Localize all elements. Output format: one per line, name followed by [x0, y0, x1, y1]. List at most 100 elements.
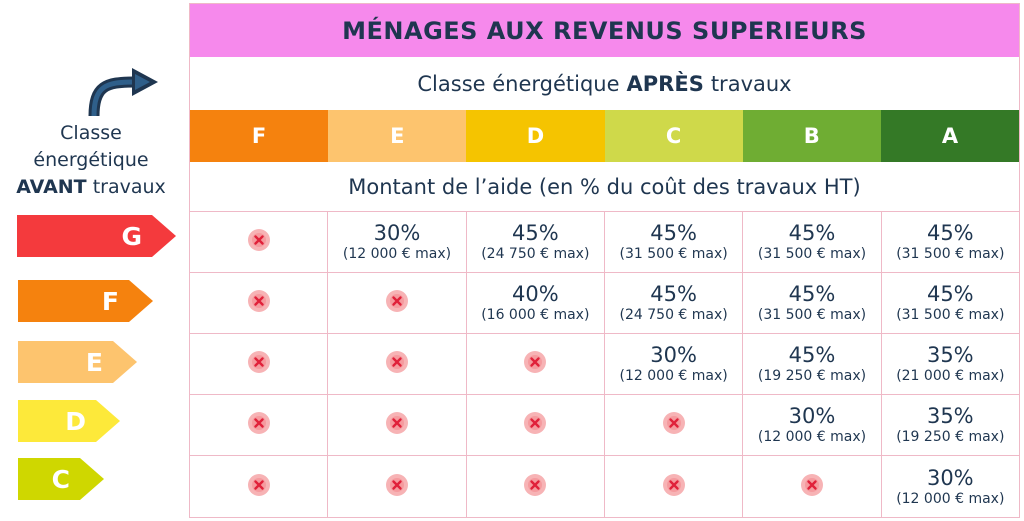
table-cell: 45% (24 750 € max) — [605, 273, 744, 333]
table-cell — [328, 273, 467, 333]
x-circle-icon — [524, 412, 547, 438]
before-class-g: G — [17, 215, 176, 257]
aid-max: (31 500 € max) — [757, 246, 867, 262]
table-cell: 30% (12 000 € max) — [743, 395, 882, 455]
aid-percent: 40% — [511, 282, 559, 306]
table-cell: 45% (31 500 € max) — [605, 212, 744, 272]
x-circle-icon — [385, 473, 408, 500]
table-cell: 30% (12 000 € max) — [605, 334, 744, 394]
before-class-e: E — [18, 341, 137, 383]
aid-caption: Montant de l’aide (en % du coût des trav… — [190, 162, 1019, 212]
before-class-d: D — [18, 400, 120, 442]
aid-max: (31 500 € max) — [896, 307, 1005, 323]
x-circle-icon — [247, 351, 270, 377]
aid-max: (31 500 € max) — [757, 307, 867, 323]
aid-max: (12 000 € max) — [619, 368, 728, 384]
before-caption-line2: énergétique — [33, 149, 149, 171]
table-row: 30% (12 000 € max) 35% (19 250 € max) — [190, 395, 1019, 456]
x-circle-icon — [247, 290, 270, 316]
curved-arrow-right-icon — [88, 68, 158, 117]
table-cell: 45% (24 750 € max) — [467, 212, 605, 272]
table-cell: 40% (16 000 € max) — [467, 273, 605, 333]
table-row: 30% (12 000 € max) 45% (24 750 € max) 45% (31… — [190, 212, 1019, 273]
after-caption-suffix: travaux — [710, 71, 792, 96]
aid-max: (31 500 € max) — [896, 246, 1005, 262]
table-cell: 45% (31 500 € max) — [882, 273, 1019, 333]
x-circle-icon — [800, 473, 823, 500]
aid-percent: 45% — [926, 221, 974, 245]
table-cell: 35% (19 250 € max) — [882, 395, 1019, 455]
table-cell — [467, 395, 605, 455]
table-title: MÉNAGES AUX REVENUS SUPERIEURS — [190, 4, 1019, 57]
x-circle-icon — [662, 473, 685, 500]
aid-percent: 45% — [650, 282, 697, 306]
x-circle-icon — [247, 229, 270, 255]
aid-percent: 35% — [926, 404, 974, 428]
table-cell — [328, 334, 467, 394]
aid-percent: 45% — [511, 221, 559, 245]
aid-max: (16 000 € max) — [481, 307, 590, 323]
aid-percent: 45% — [926, 282, 974, 306]
after-caption: Classe énergétique APRÈS travaux — [190, 57, 1019, 110]
aid-percent: 45% — [650, 221, 697, 245]
table-cell: 45% (31 500 € max) — [882, 212, 1019, 272]
x-circle-icon — [247, 473, 270, 500]
after-class-c: C — [604, 110, 743, 162]
aid-max: (24 750 € max) — [619, 307, 728, 323]
table-cell — [605, 395, 744, 455]
aid-percent: 30% — [373, 221, 421, 245]
table-row: 40% (16 000 € max) 45% (24 750 € max) 45% (31… — [190, 273, 1019, 334]
x-circle-icon — [524, 473, 547, 500]
before-class-f: F — [18, 280, 153, 322]
before-caption: Classe énergétique AVANT travaux — [0, 120, 182, 201]
x-circle-icon — [524, 351, 547, 377]
aid-percent: 30% — [650, 343, 697, 367]
table-cell: 30% (12 000 € max) — [882, 456, 1019, 517]
aid-percent: 45% — [788, 282, 836, 306]
table-cell — [467, 456, 605, 517]
x-circle-icon — [247, 412, 270, 438]
aid-percent: 35% — [926, 343, 974, 367]
aid-max: (21 000 € max) — [896, 368, 1005, 384]
x-circle-icon — [662, 412, 685, 438]
after-class-e: E — [328, 110, 467, 162]
aid-table: MÉNAGES AUX REVENUS SUPERIEURS Classe én… — [189, 3, 1020, 518]
table-cell: 45% (31 500 € max) — [743, 273, 882, 333]
aid-percent: 45% — [788, 221, 836, 245]
after-class-b: B — [742, 110, 881, 162]
table-cell: 30% (12 000 € max) — [328, 212, 467, 272]
x-circle-icon — [385, 412, 408, 438]
table-cell: 35% (21 000 € max) — [882, 334, 1019, 394]
table-cell: 45% (19 250 € max) — [743, 334, 882, 394]
after-caption-bold: APRÈS — [626, 71, 704, 96]
before-caption-bold: AVANT — [16, 176, 87, 198]
table-cell — [190, 456, 329, 517]
before-class-c: C — [18, 458, 104, 500]
table-cell — [190, 273, 329, 333]
before-caption-line1: Classe — [60, 122, 122, 144]
aid-percent: 45% — [788, 343, 836, 367]
aid-max: (19 250 € max) — [757, 368, 867, 384]
table-row: 30% (12 000 € max) 45% (19 250 € max) 35% (21… — [190, 334, 1019, 395]
table-cell — [190, 334, 329, 394]
after-class-a: A — [880, 110, 1020, 162]
aid-max: (31 500 € max) — [619, 246, 728, 262]
table-cell — [605, 456, 744, 517]
aid-max: (24 750 € max) — [481, 246, 590, 262]
aid-max: (12 000 € max) — [757, 429, 867, 445]
aid-max: (12 000 € max) — [342, 246, 452, 262]
aid-max: (19 250 € max) — [896, 429, 1005, 445]
table-cell: 45% (31 500 € max) — [743, 212, 882, 272]
x-circle-icon — [385, 351, 408, 377]
table-row: 30% (12 000 € max) — [190, 456, 1019, 517]
table-cell — [467, 334, 605, 394]
aid-percent: 30% — [788, 404, 836, 428]
aid-max: (12 000 € max) — [896, 490, 1005, 507]
table-cell — [328, 456, 467, 517]
table-cell — [190, 395, 329, 455]
after-class-d: D — [466, 110, 605, 162]
after-class-f: F — [190, 110, 329, 162]
table-cell — [190, 212, 329, 272]
